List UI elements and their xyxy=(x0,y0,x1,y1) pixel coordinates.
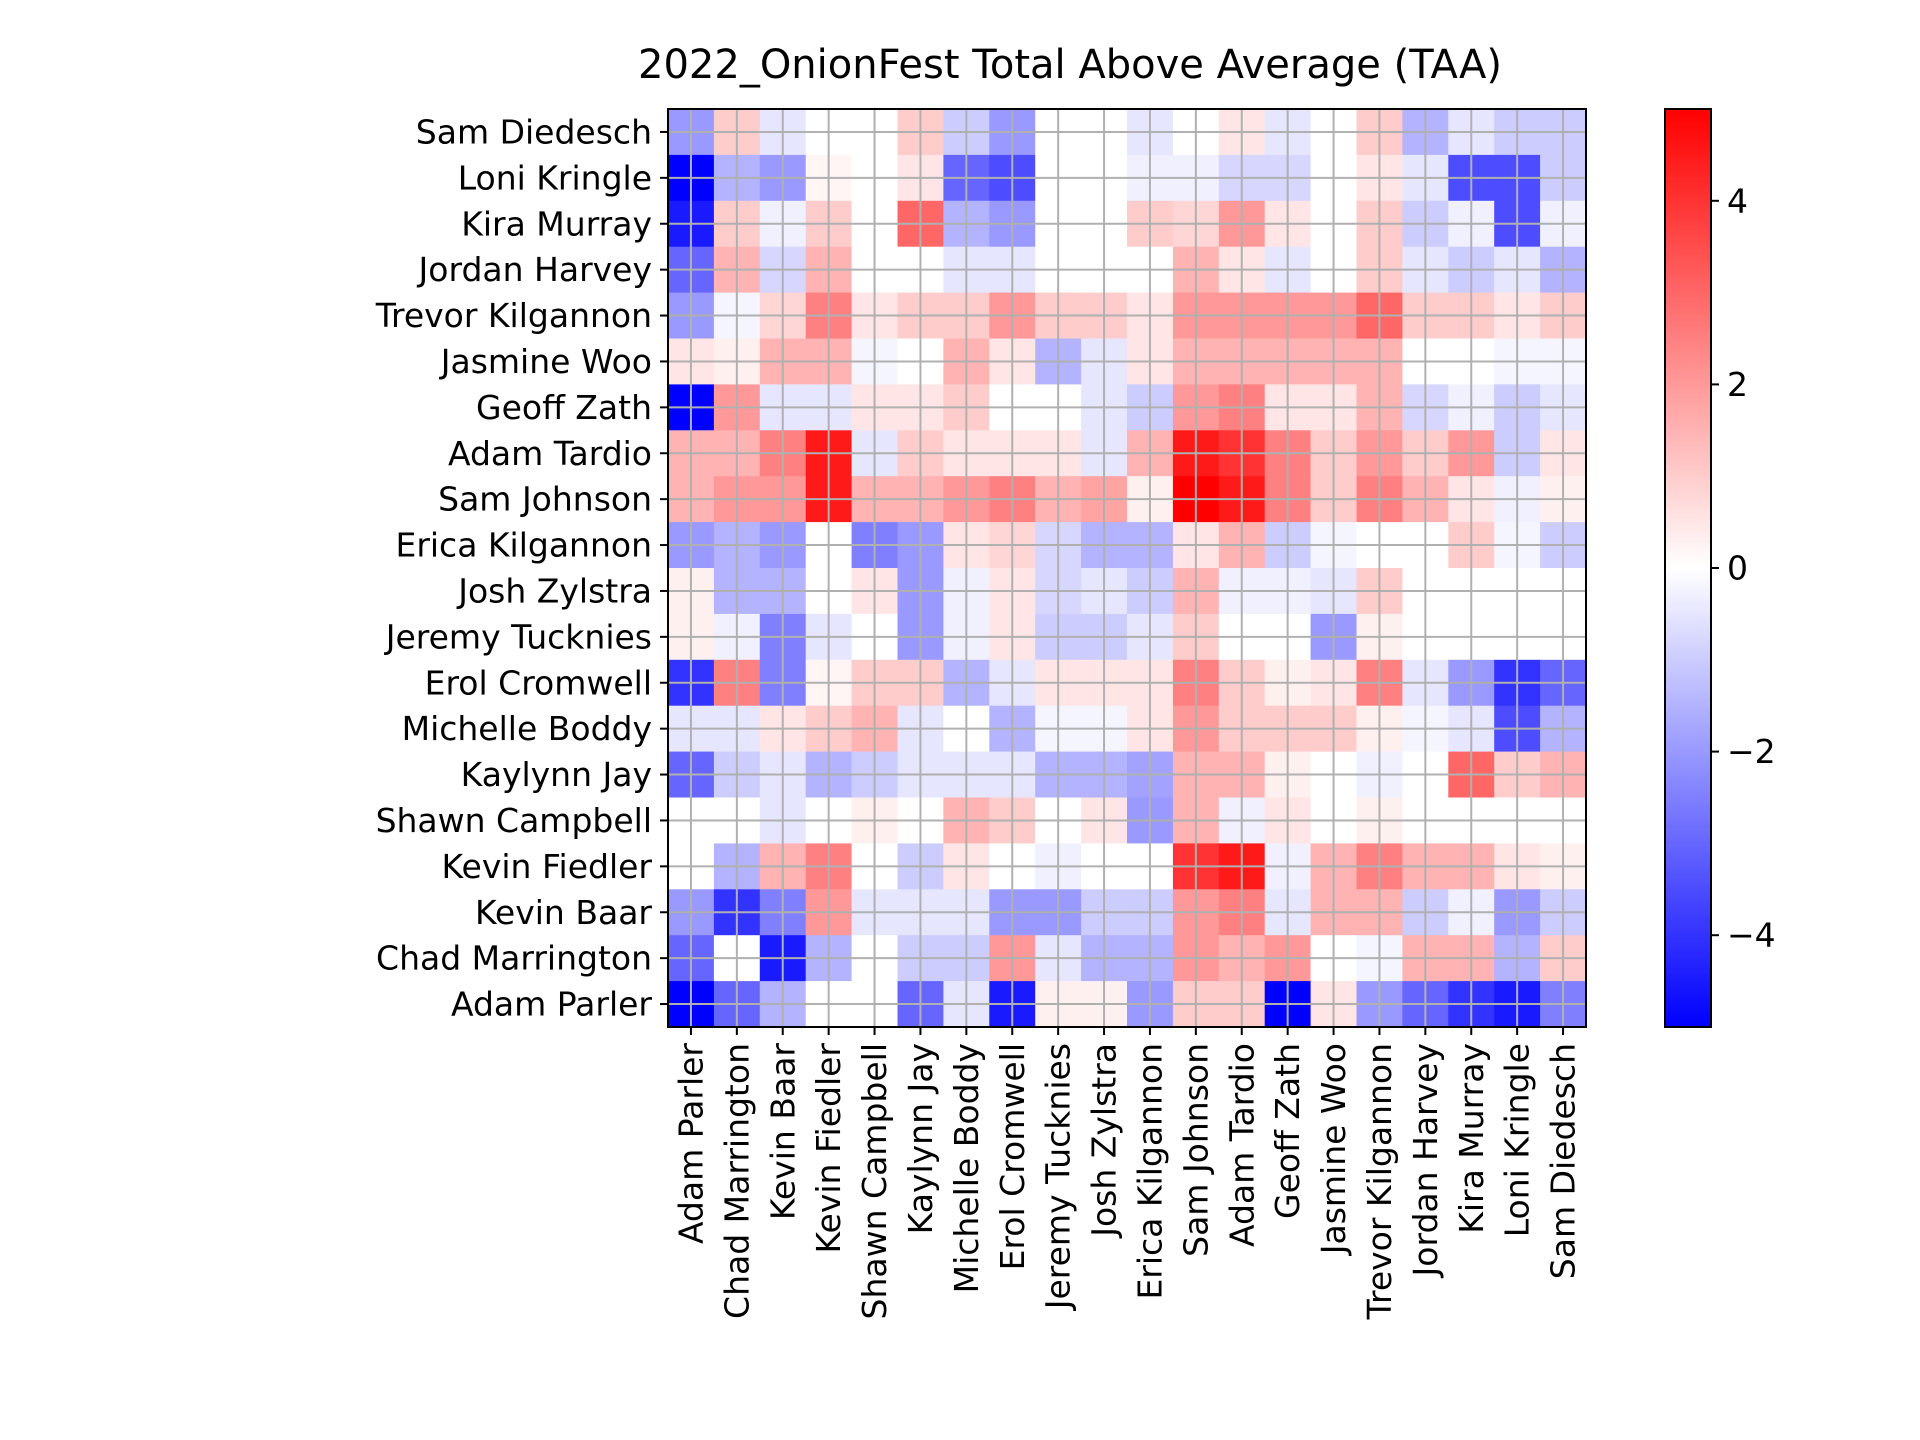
y-tick-label: Sam Johnson xyxy=(438,480,652,519)
y-tick-label: Erica Kilgannon xyxy=(395,526,652,565)
y-tick-label: Adam Parler xyxy=(451,985,652,1024)
y-axis: Sam Diedesch Loni Kringle Kira Murray Jorda… xyxy=(375,112,668,1024)
x-tick-label: Kira Murray xyxy=(1452,1043,1491,1234)
x-tick-label: Josh Zylstra xyxy=(1085,1043,1124,1239)
y-tick-label: Sam Diedesch xyxy=(416,112,652,151)
x-axis: Adam Parler Chad Marrington Kevin Baar Kevi… xyxy=(671,1027,1583,1320)
x-tick-label: Jeremy Tucknies xyxy=(1039,1043,1078,1311)
x-tick-label: Adam Tardio xyxy=(1222,1043,1261,1247)
x-tick-label: Adam Parler xyxy=(671,1043,710,1244)
colorbar-tick-label: 4 xyxy=(1727,181,1748,220)
x-tick-label: Jasmine Woo xyxy=(1314,1043,1353,1256)
colorbar: −4 −2 0 2 4 xyxy=(1664,108,1776,1028)
y-tick-label: Adam Tardio xyxy=(448,434,652,473)
colorbar-tick-label: 0 xyxy=(1727,549,1748,588)
y-tick-label: Loni Kringle xyxy=(458,158,652,197)
y-tick-label: Jordan Harvey xyxy=(417,250,652,289)
x-tick-label: Michelle Boddy xyxy=(947,1043,986,1293)
heatmap-grid xyxy=(668,109,1586,1027)
y-tick-label: Jeremy Tucknies xyxy=(384,617,652,656)
x-tick-label: Geoff Zath xyxy=(1268,1043,1307,1219)
y-tick-label: Jasmine Woo xyxy=(439,342,652,381)
y-tick-label: Chad Marrington xyxy=(376,939,652,978)
x-tick-label: Jordan Harvey xyxy=(1406,1043,1445,1278)
plot-frame xyxy=(667,108,1587,1028)
colorbar-gradient xyxy=(1664,108,1712,1028)
y-tick-label: Shawn Campbell xyxy=(376,801,652,840)
x-tick-label: Trevor Kilgannon xyxy=(1360,1043,1399,1320)
y-tick-label: Josh Zylstra xyxy=(456,571,652,610)
colorbar-tick-label: 2 xyxy=(1727,365,1748,404)
y-tick-label: Michelle Boddy xyxy=(402,709,652,748)
y-tick-label: Erol Cromwell xyxy=(425,663,652,702)
y-tick-label: Geoff Zath xyxy=(476,388,652,427)
y-tick-label: Kaylynn Jay xyxy=(461,755,652,794)
x-tick-label: Sam Diedesch xyxy=(1544,1043,1583,1279)
x-tick-label: Kevin Baar xyxy=(763,1043,802,1220)
x-tick-label: Loni Kringle xyxy=(1498,1043,1537,1237)
y-tick-label: Kevin Fiedler xyxy=(442,847,653,886)
colorbar-ticks: −4 −2 0 2 4 xyxy=(1711,181,1776,955)
chart-title: 2022_OnionFest Total Above Average (TAA) xyxy=(638,42,1502,88)
x-tick-label: Kaylynn Jay xyxy=(901,1043,940,1234)
x-tick-label: Sam Johnson xyxy=(1176,1043,1215,1257)
x-tick-label: Erica Kilgannon xyxy=(1130,1043,1169,1300)
x-tick-label: Kevin Fiedler xyxy=(809,1043,848,1254)
y-tick-label: Kevin Baar xyxy=(475,893,652,932)
colorbar-tick-label: −4 xyxy=(1727,916,1776,955)
y-tick-label: Trevor Kilgannon xyxy=(375,296,652,335)
heatmap-cells xyxy=(668,109,1587,1028)
x-tick-label: Shawn Campbell xyxy=(855,1043,894,1319)
colorbar-tick-label: −2 xyxy=(1727,732,1776,771)
x-tick-label: Chad Marrington xyxy=(717,1043,756,1319)
y-tick-label: Kira Murray xyxy=(461,204,652,243)
x-tick-label: Erol Cromwell xyxy=(993,1043,1032,1270)
